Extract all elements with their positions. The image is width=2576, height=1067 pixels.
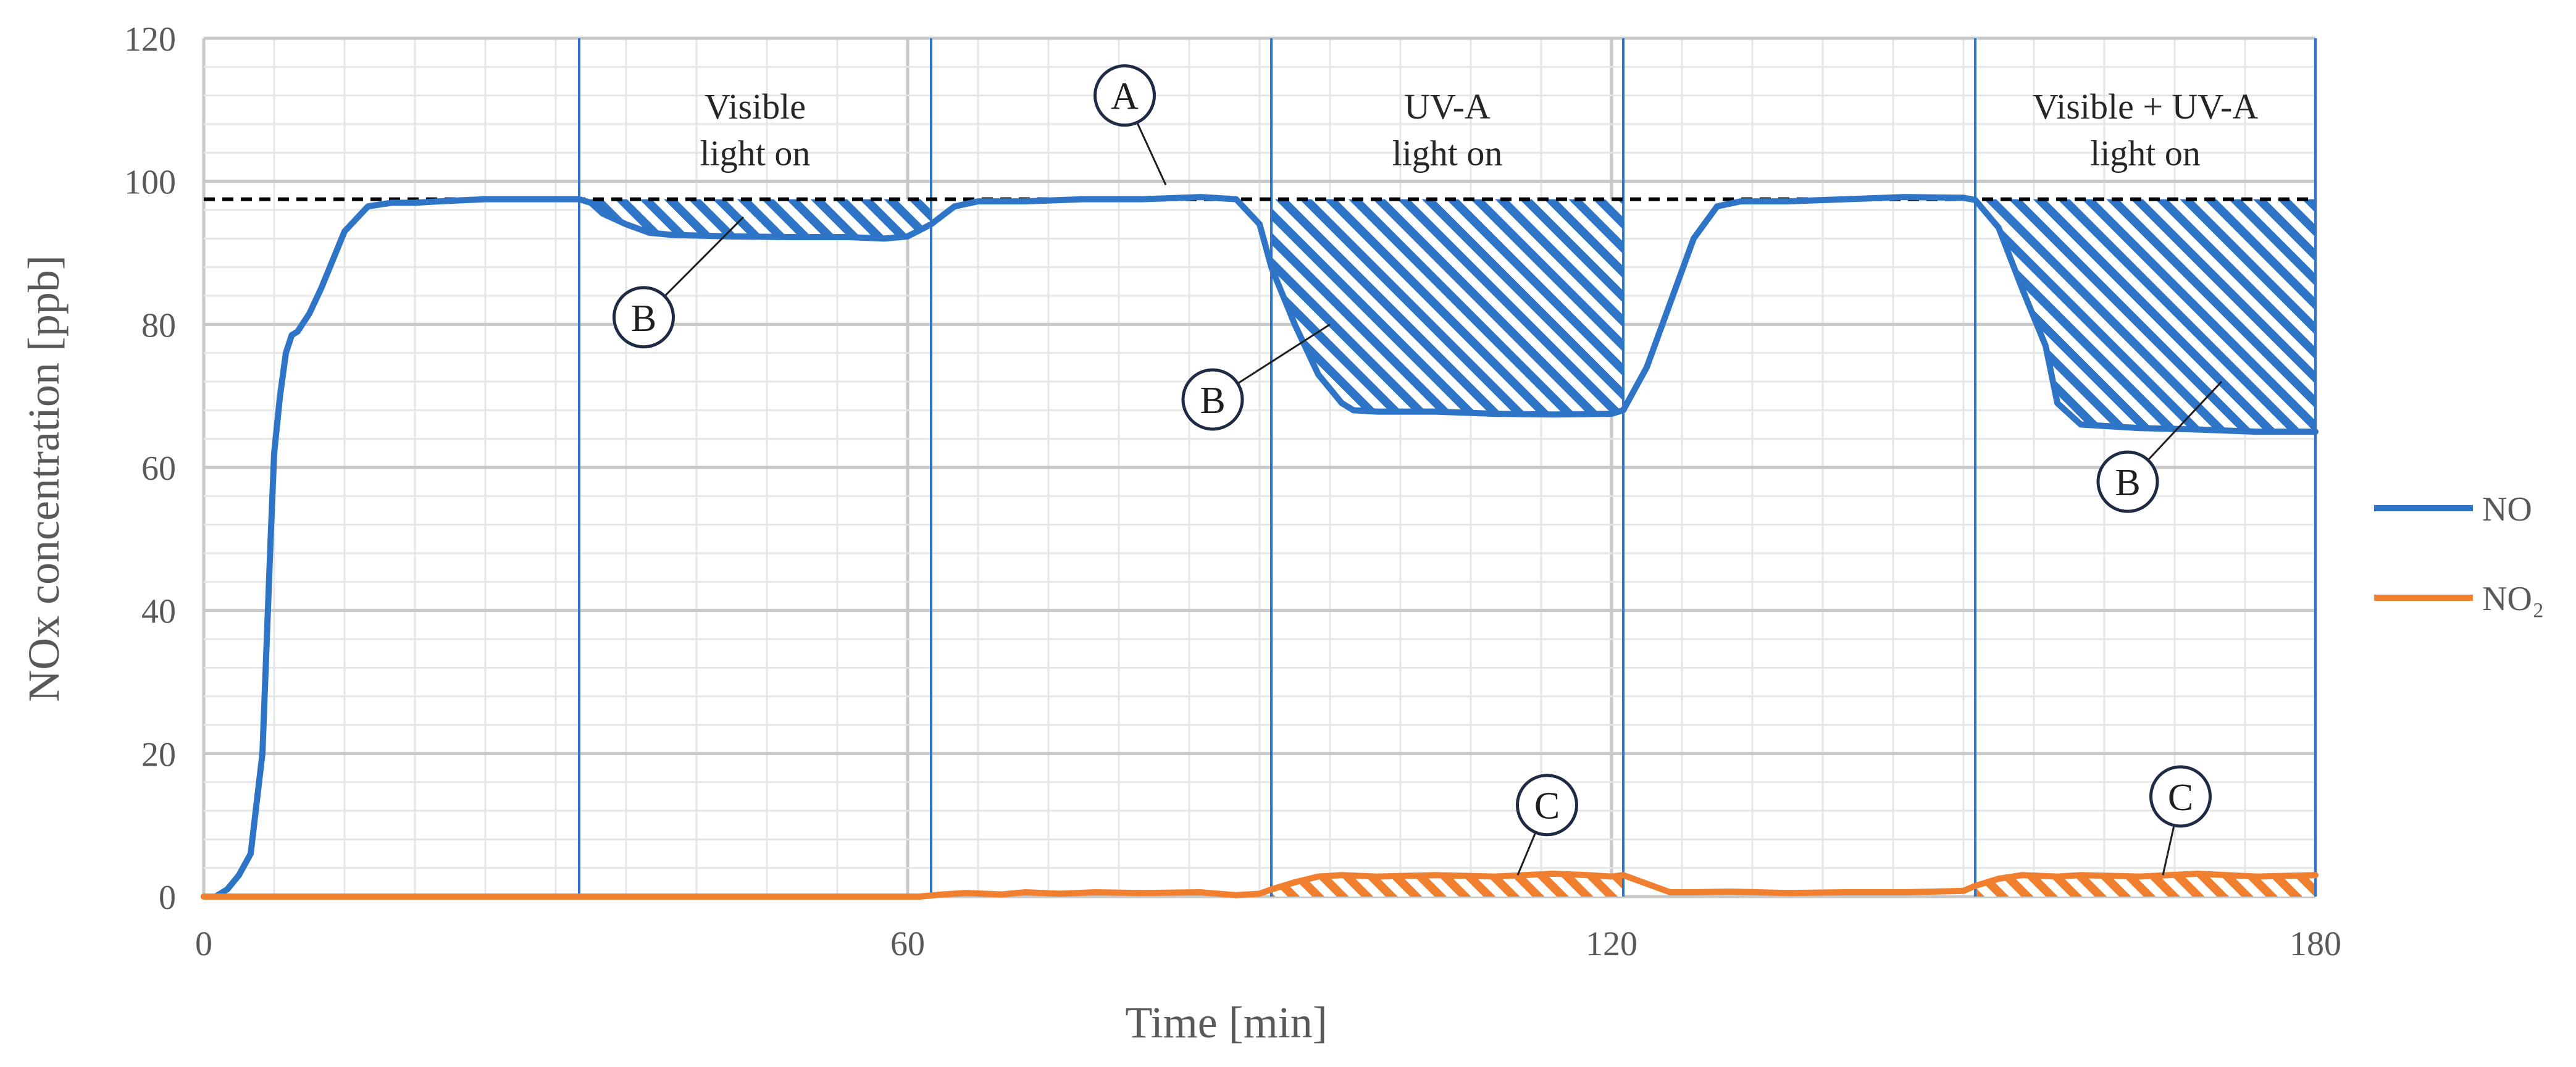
- annotation-text: UV-A: [1404, 86, 1491, 127]
- legend: NO NO₂: [2374, 490, 2544, 618]
- marker-label: A: [1111, 76, 1139, 118]
- legend-label: NO₂: [2482, 580, 2544, 618]
- light-phase-lines: [578, 38, 2317, 897]
- x-tick-label: 180: [2290, 925, 2341, 963]
- annotation-text: light on: [2090, 133, 2201, 173]
- marker-leader-line: [2147, 380, 2223, 461]
- no-reduction-hatch: [1975, 199, 2315, 432]
- y-tick-label: 0: [159, 879, 176, 917]
- annotation-text: light on: [700, 133, 811, 173]
- x-tick-label: 0: [195, 925, 212, 963]
- marker-label: C: [1534, 785, 1560, 827]
- marker-circle: [613, 286, 675, 349]
- annotation-text: Visible: [705, 86, 806, 127]
- marker-leader-line: [1237, 324, 1331, 385]
- axis-ticks: 0 20 40 60 80 100 120 0 60 120 180: [124, 20, 2341, 963]
- x-axis-title: Time [min]: [1125, 998, 1327, 1047]
- marker-label: B: [631, 298, 656, 340]
- marker-circle: [2096, 450, 2159, 513]
- marker-leader-line: [2162, 825, 2175, 876]
- legend-label: NO: [2482, 490, 2532, 529]
- y-tick-label: 100: [124, 164, 176, 202]
- series-no-line: [201, 194, 2319, 900]
- chart-grid: [202, 36, 2317, 898]
- x-tick-label: 60: [890, 925, 925, 963]
- marker-label: B: [2115, 462, 2140, 504]
- y-tick-label: 40: [141, 593, 176, 631]
- marker-circle: [1094, 64, 1156, 127]
- circled-markers: A B B B C C: [613, 64, 2223, 876]
- marker-leader-line: [1136, 122, 1167, 186]
- y-tick-label: 60: [141, 450, 176, 488]
- annotation-text: light on: [1392, 133, 1503, 173]
- light-phase-annotations: Visible light on UV-A light on Visible + UV-…: [700, 86, 2259, 173]
- y-tick-label: 20: [141, 735, 176, 774]
- no2-formation-hatch: [1271, 873, 1623, 897]
- marker-label: B: [1200, 380, 1225, 422]
- x-tick-label: 120: [1586, 925, 1637, 963]
- marker-leader-line: [664, 216, 745, 297]
- marker-circle: [2149, 765, 2212, 828]
- marker-label: C: [2168, 777, 2193, 819]
- no-reduction-hatch: [579, 199, 931, 239]
- hatched-regions: [579, 199, 2315, 897]
- no-reduction-hatch: [1271, 199, 1623, 415]
- marker-leader-line: [1516, 832, 1537, 876]
- y-tick-label: 120: [124, 20, 176, 59]
- series-lines: [201, 194, 2319, 900]
- y-axis-title: NOx concentration [ppb]: [19, 255, 69, 702]
- marker-circle: [1516, 774, 1578, 837]
- marker-circle: [1181, 368, 1244, 431]
- series-no2-line: [201, 870, 2319, 900]
- y-tick-label: 80: [141, 306, 176, 345]
- annotation-text: Visible + UV-A: [2033, 86, 2259, 127]
